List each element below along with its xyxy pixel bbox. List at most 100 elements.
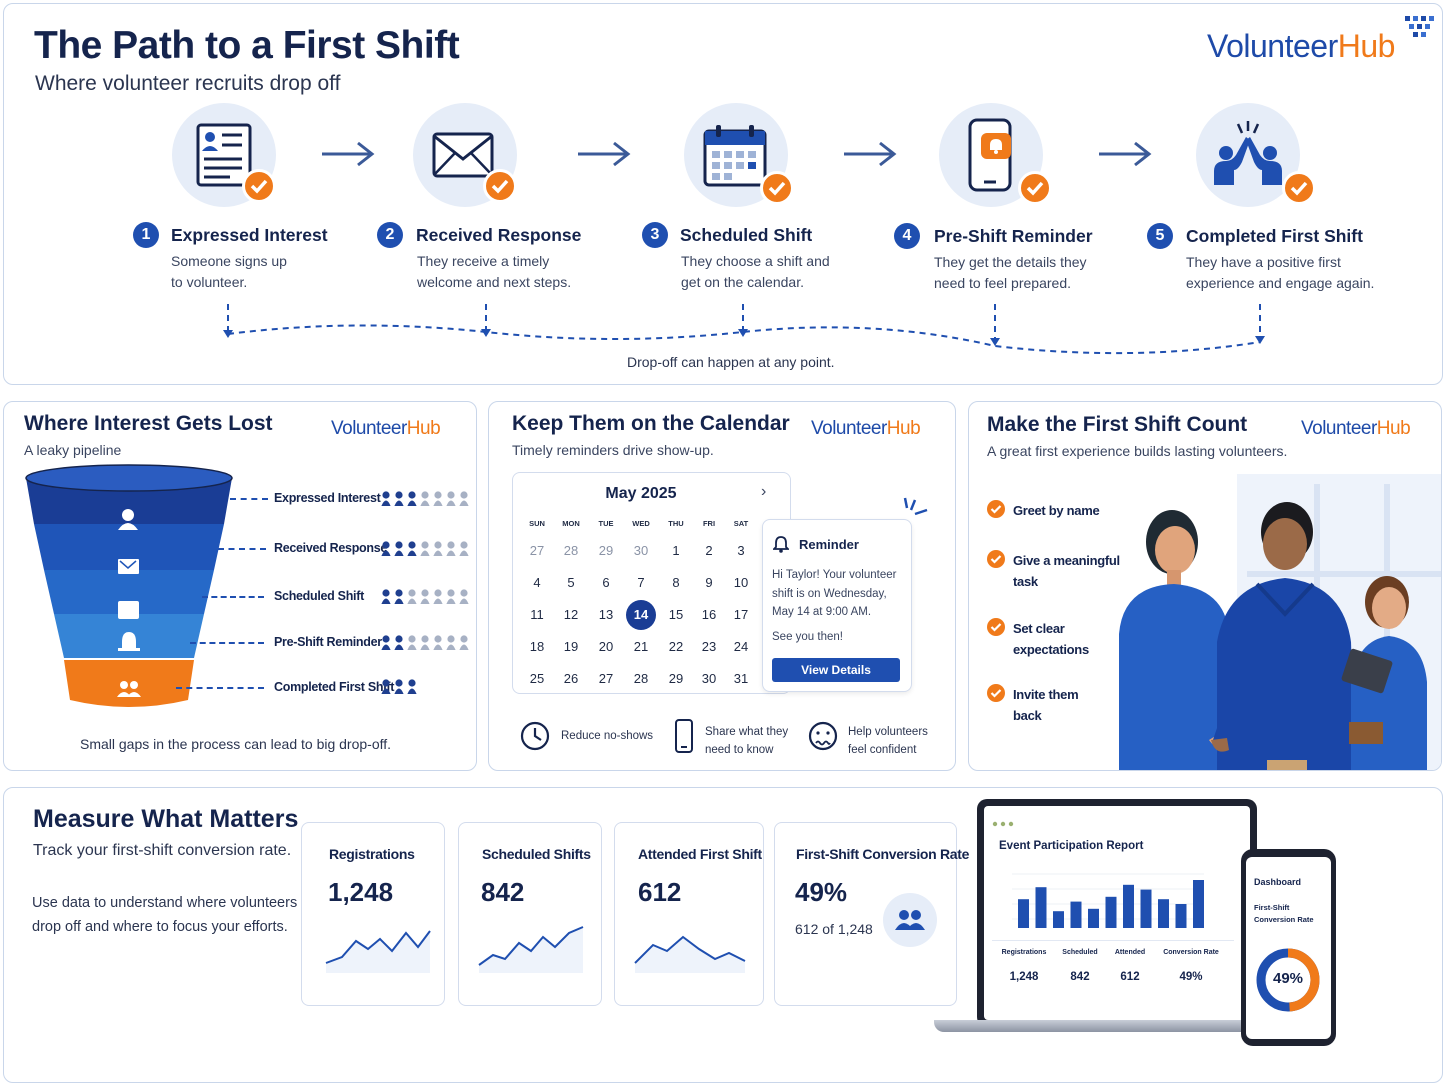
- bell-icon: [773, 536, 789, 553]
- conversion-donut-chart: [1256, 948, 1320, 1012]
- funnel-stage-label: Scheduled Shift: [274, 589, 364, 603]
- calendar-day[interactable]: 4: [533, 575, 541, 590]
- calendar-day[interactable]: 16: [701, 607, 717, 622]
- person-icon: [433, 635, 443, 650]
- reminder-title: Reminder: [799, 537, 859, 552]
- calendar-month: May 2025: [605, 485, 677, 502]
- arrow-right-icon: [844, 141, 897, 167]
- phone-title: Dashboard: [1254, 877, 1302, 887]
- funnel-stage-label: Completed First Shift: [274, 680, 395, 694]
- weekday-label: FRI: [702, 519, 716, 528]
- calendar-day[interactable]: 8: [672, 575, 680, 590]
- metric-label: Attended First Shift: [638, 846, 762, 862]
- check-icon: [242, 169, 276, 203]
- person-icon: [407, 679, 417, 694]
- calendar-day[interactable]: 23: [701, 639, 717, 654]
- calendar-day[interactable]: 2: [705, 543, 713, 558]
- calendar-day-selected[interactable]: 14: [626, 600, 656, 630]
- first-shift-title: Make the First Shift Count: [987, 413, 1248, 436]
- calendar-day[interactable]: 31: [733, 671, 749, 686]
- person-icon: [459, 589, 469, 604]
- calendar-day[interactable]: 18: [529, 639, 545, 654]
- calendar-day[interactable]: 7: [637, 575, 645, 590]
- step-title: Scheduled Shift: [680, 225, 813, 245]
- funnel-graphic: [25, 464, 233, 707]
- brand-logo: VolunteerHub: [1207, 16, 1434, 65]
- funnel-connector: [202, 596, 264, 598]
- calendar-day[interactable]: 6: [602, 575, 610, 590]
- report-bar: [1193, 880, 1204, 928]
- calendar-day[interactable]: 12: [563, 607, 579, 622]
- next-month-chevron-icon[interactable]: ›: [761, 483, 767, 500]
- step-title: Expressed Interest: [171, 225, 328, 245]
- step-3-circle: [684, 103, 794, 207]
- funnel-connector: [190, 642, 264, 644]
- people-icon-row: [381, 679, 417, 694]
- person-icon: [407, 491, 417, 506]
- feature-text: Share what they need to know: [705, 726, 789, 756]
- weekday-label: WED: [632, 519, 650, 528]
- weekday-label: SAT: [733, 519, 749, 528]
- orange-check-icon: [987, 550, 1005, 568]
- calendar-day[interactable]: 27: [529, 543, 545, 558]
- reminder-message: Hi Taylor! Your volunteer shift is on We…: [772, 569, 897, 643]
- step-number: 5: [1147, 223, 1173, 249]
- calendar-day[interactable]: 30: [633, 543, 649, 558]
- brand-dots-icon: [1405, 16, 1434, 37]
- calendar-day[interactable]: 30: [701, 671, 717, 686]
- person-icon: [420, 589, 430, 604]
- calendar-icon: [703, 125, 767, 187]
- person-icon: [394, 491, 404, 506]
- report-bar: [1088, 908, 1099, 928]
- checklist-item: Greet by name: [1013, 503, 1100, 518]
- funnel-footer: Small gaps in the process can lead to bi…: [80, 736, 392, 752]
- step-1-circle: [172, 103, 276, 207]
- phone-bell-icon: [968, 118, 1012, 192]
- calendar-day[interactable]: 13: [598, 607, 614, 622]
- calendar-day[interactable]: 19: [563, 639, 579, 654]
- calendar-day[interactable]: 5: [567, 575, 575, 590]
- report-column-value: 1,248: [1009, 971, 1039, 983]
- sparkle-icon: [901, 496, 931, 527]
- calendar-day[interactable]: 27: [598, 671, 614, 686]
- phone-subtitle: First-Shift Conversion Rate: [1254, 903, 1314, 924]
- calendar-day[interactable]: 25: [529, 671, 545, 686]
- checklist-item: Give a meaningful task: [1013, 553, 1120, 589]
- calendar-day[interactable]: 1: [672, 543, 680, 558]
- people-icon-row: [381, 541, 469, 556]
- person-icon: [381, 635, 391, 650]
- calendar-day[interactable]: 28: [633, 671, 649, 686]
- calendar-day[interactable]: 26: [563, 671, 579, 686]
- calendar-day[interactable]: 24: [733, 639, 749, 654]
- calendar-day[interactable]: 29: [598, 543, 614, 558]
- calendar-day[interactable]: 22: [668, 639, 684, 654]
- calendar-day[interactable]: 11: [530, 607, 544, 622]
- step-description: They receive a timely welcome and next st…: [417, 253, 572, 290]
- view-details-button[interactable]: View Details: [772, 658, 900, 682]
- metrics-body: Use data to understand where volunteers …: [32, 895, 298, 935]
- high-five-icon: [1214, 121, 1282, 185]
- first-shift-subtitle: A great first experience builds lasting …: [987, 443, 1288, 459]
- report-table: Registrations 1,248 Scheduled 842 Attended 61…: [992, 940, 1234, 1000]
- calendar-day[interactable]: 20: [598, 639, 614, 654]
- person-icon: [407, 635, 417, 650]
- check-icon: [760, 171, 794, 205]
- person-icon: [446, 491, 456, 506]
- calendar-day[interactable]: 21: [633, 639, 649, 654]
- person-icon: [433, 589, 443, 604]
- report-column-header: Conversion Rate: [1163, 949, 1219, 956]
- step-title: Pre-Shift Reminder: [934, 226, 1093, 246]
- metric-label: Scheduled Shifts: [482, 846, 591, 862]
- checklist-item: Invite them back: [1013, 687, 1079, 723]
- calendar-day[interactable]: 29: [668, 671, 684, 686]
- calendar-day[interactable]: 3: [737, 543, 745, 558]
- metric-value: 842: [481, 877, 525, 907]
- step-description: They choose a shift and get on the calend…: [681, 253, 830, 290]
- calendar-day[interactable]: 9: [705, 575, 713, 590]
- calendar-day[interactable]: 15: [668, 607, 684, 622]
- people-icon: [883, 893, 937, 947]
- volunteers-handshake-illustration: [1119, 474, 1441, 770]
- calendar-day[interactable]: 28: [563, 543, 579, 558]
- calendar-day[interactable]: 17: [733, 607, 749, 622]
- calendar-day[interactable]: 10: [733, 575, 749, 590]
